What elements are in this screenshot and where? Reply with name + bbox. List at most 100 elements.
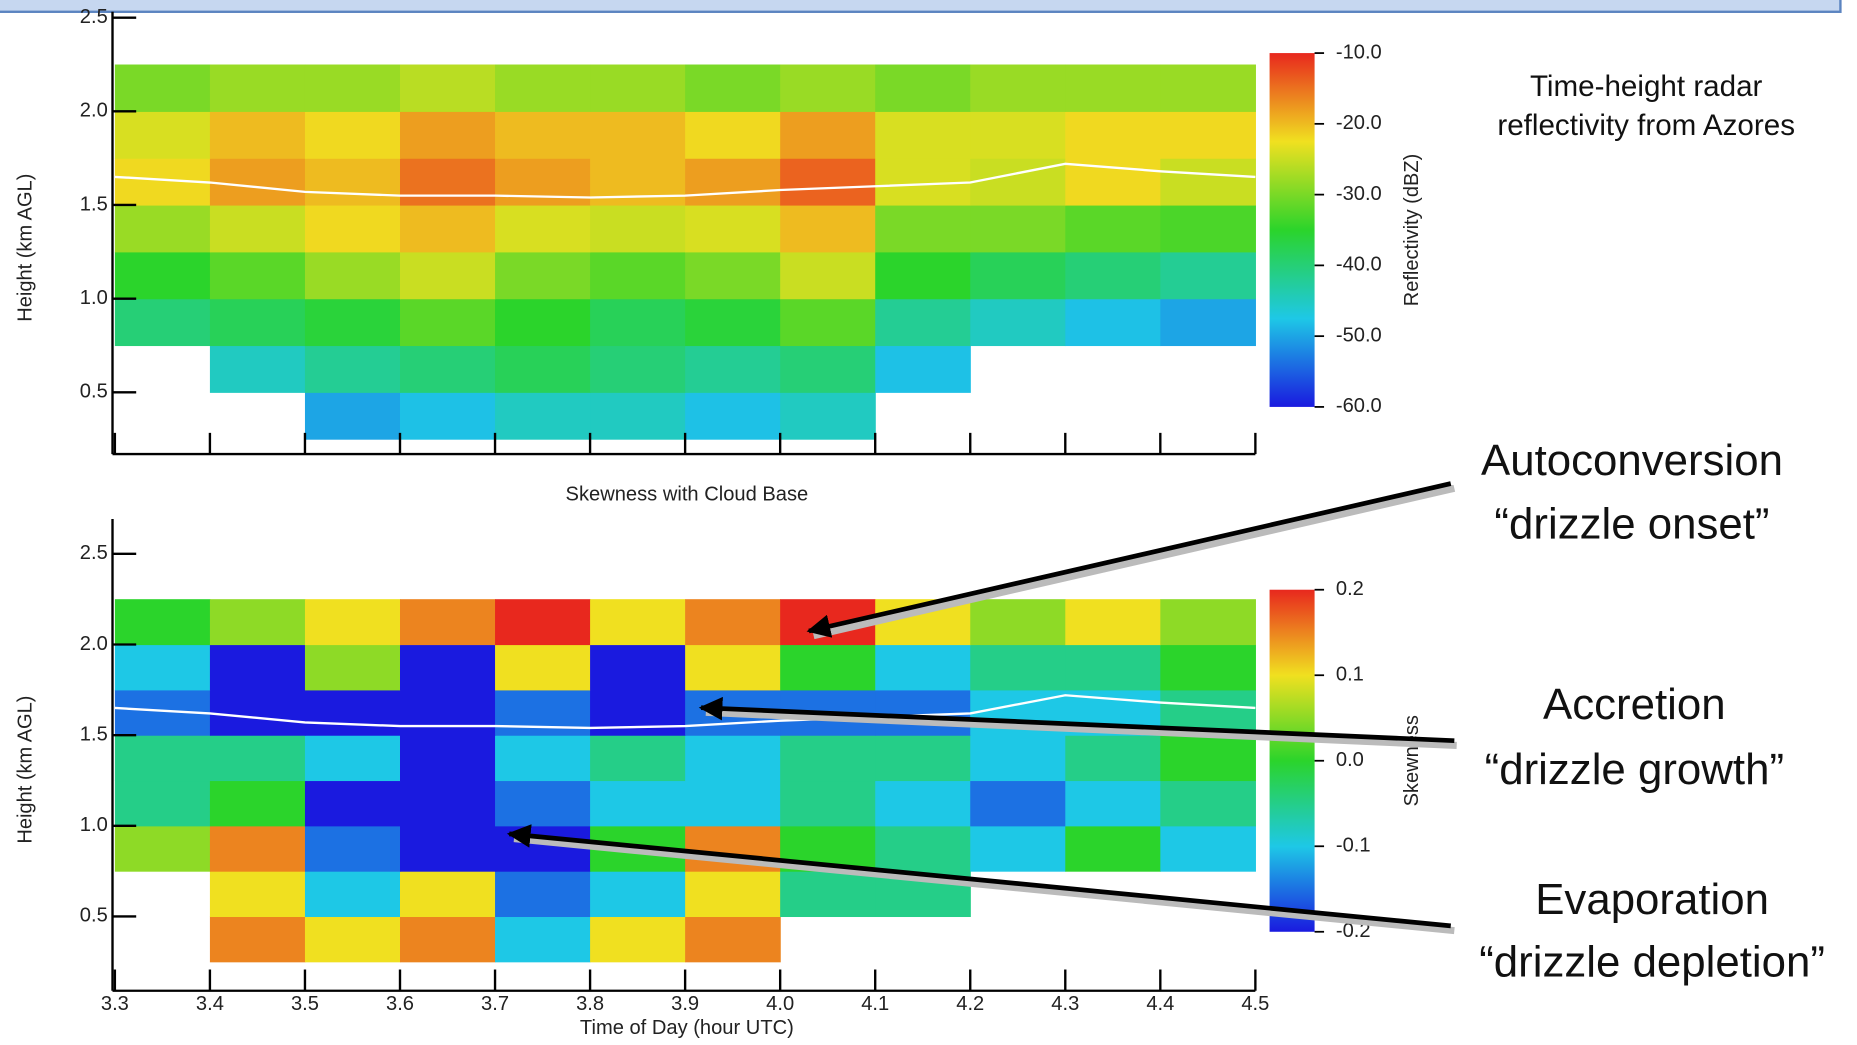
heatmap-cell [685, 871, 781, 918]
x-tick-label: 4.3 [1051, 993, 1079, 1015]
heatmap-cell [209, 345, 306, 393]
heatmap-cell [780, 251, 876, 300]
heatmap-cell [780, 111, 876, 159]
x-tick-label: 3.6 [386, 993, 414, 1015]
heatmap-cell [780, 298, 876, 347]
heatmap-cell [495, 780, 591, 827]
heatmap-cell [400, 64, 496, 112]
x-tick-label: 3.3 [101, 993, 129, 1015]
x-tick-label: 4.0 [766, 993, 794, 1015]
heatmap-cell [400, 825, 496, 872]
heatmap-cell [400, 158, 496, 206]
heatmap-cell [400, 689, 496, 736]
heatmap-cell [114, 644, 211, 691]
colorbar-label: Skewness [1401, 715, 1423, 806]
heatmap-cell [304, 916, 401, 963]
heatmap-cell [304, 298, 401, 347]
colorbar [1269, 53, 1315, 407]
heatmap-cell [114, 204, 211, 253]
heatmap-cell [970, 735, 1066, 782]
heatmap-cell [304, 204, 401, 253]
heatmap-cell [970, 158, 1066, 206]
y-tick-label: 1.0 [80, 287, 108, 309]
heatmap-cell [780, 204, 876, 253]
heatmap-cell [685, 111, 781, 159]
heatmap-cell [400, 871, 496, 918]
heatmap-cell [685, 298, 781, 347]
y-tick-label: 0.5 [80, 905, 108, 927]
heatmap-cell [780, 871, 876, 918]
annotation-subtitle: “drizzle growth” [1485, 745, 1784, 794]
x-tick-label: 4.4 [1146, 993, 1174, 1015]
colorbar-tick-label: 0.2 [1336, 578, 1364, 600]
heatmap-cell [400, 204, 496, 253]
heatmap-cell [209, 111, 306, 159]
heatmap-cell [1065, 599, 1161, 646]
heatmap-cell [780, 644, 876, 691]
heatmap-cell [970, 780, 1066, 827]
colorbar [1269, 589, 1315, 932]
heatmap-cell [875, 251, 971, 300]
heatmap-cell [114, 599, 211, 646]
heatmap-cell [209, 916, 306, 963]
heatmap-cell [590, 780, 686, 827]
heatmap-cell [590, 298, 686, 347]
x-tick-label: 3.8 [576, 993, 604, 1015]
heatmap-cell [1160, 735, 1256, 782]
heatmap-cell [685, 158, 781, 206]
heatmap-cell [1160, 64, 1256, 112]
heatmap-cell [209, 158, 306, 206]
heatmap-cell [780, 392, 876, 440]
y-tick-label: 0.5 [80, 381, 108, 403]
heatmap-cell [209, 780, 306, 827]
heatmap-cell [970, 644, 1066, 691]
heatmap-cell [495, 298, 591, 347]
heatmap-cell [875, 825, 971, 872]
cloud-base-line [114, 162, 1256, 199]
y-tick-label: 2.5 [80, 6, 108, 28]
heatmap-cell [685, 916, 781, 963]
heatmap-cell [495, 871, 591, 918]
y-tick-label: 1.5 [80, 193, 108, 215]
heatmap-cell [495, 644, 591, 691]
heatmap-cell [400, 735, 496, 782]
heatmap-cell [495, 64, 591, 112]
heatmap-cell [209, 64, 306, 112]
heatmap-cell [304, 158, 401, 206]
heatmap-cell [1160, 644, 1256, 691]
heatmap-cell [875, 158, 971, 206]
heatmap-cell [114, 735, 211, 782]
heatmap-cell [1065, 64, 1161, 112]
heatmap-cell [495, 204, 591, 253]
heatmap-cell [304, 780, 401, 827]
heatmap-cell [1160, 825, 1256, 872]
heatmap-cell [1160, 111, 1256, 159]
y-axis-label: Height (km AGL) [14, 174, 36, 322]
heatmap-cell [590, 158, 686, 206]
colorbar-tick-label: -0.1 [1336, 835, 1371, 857]
x-axis-label: Time of Day (hour UTC) [580, 1017, 794, 1039]
colorbar-tick-label: -40.0 [1336, 254, 1382, 276]
heatmap-cell [304, 871, 401, 918]
annotation-title: Accretion [1543, 680, 1726, 729]
heatmap-cell [304, 345, 401, 393]
heatmap-cell [304, 392, 401, 440]
heatmap-cell [495, 158, 591, 206]
heatmap-cell [1160, 599, 1256, 646]
heatmap-cell [875, 345, 971, 393]
heatmap-cell [970, 251, 1066, 300]
colorbar-tick-label: -10.0 [1336, 41, 1382, 63]
colorbar-tick-label: -20.0 [1336, 112, 1382, 134]
heatmap-cell [495, 251, 591, 300]
chart-title: Skewness with Cloud Base [566, 484, 809, 506]
heatmap-cell [304, 64, 401, 112]
heatmap-cell [590, 251, 686, 300]
heatmap-cell [495, 599, 591, 646]
x-tick-label: 3.9 [671, 993, 699, 1015]
heatmap-cell [970, 204, 1066, 253]
heatmap-cell [1160, 204, 1256, 253]
heatmap-cell [209, 825, 306, 872]
heatmap-cell [495, 735, 591, 782]
annotation-subtitle: “drizzle depletion” [1479, 937, 1825, 986]
